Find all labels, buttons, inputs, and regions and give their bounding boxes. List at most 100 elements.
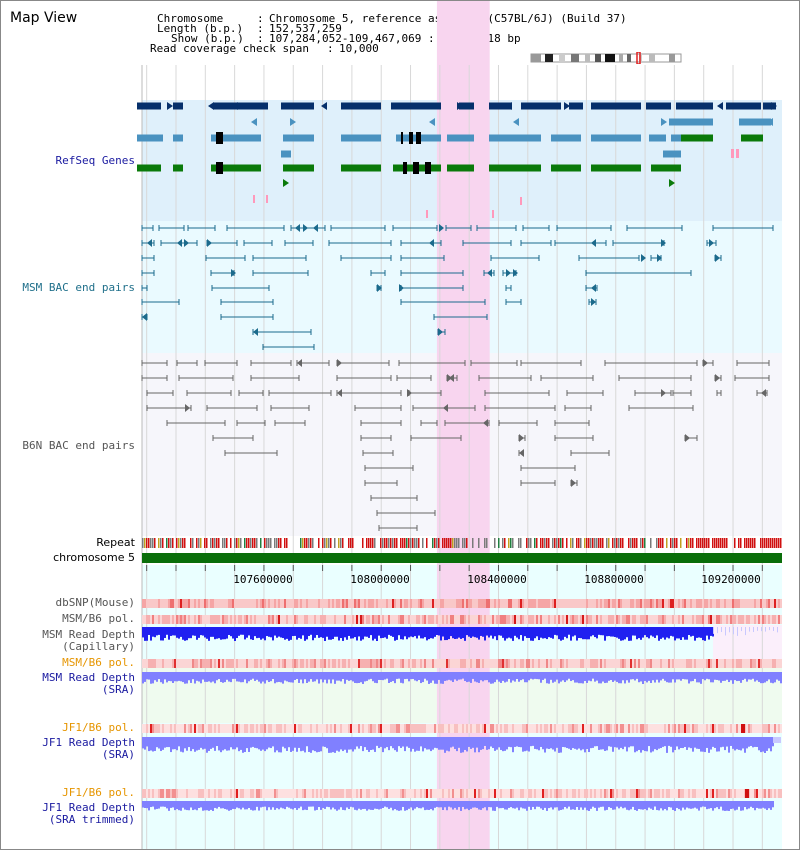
density-cell [192,599,194,608]
density-cell [718,615,720,624]
repeat-element [340,538,342,548]
bac-end-marker [685,434,690,442]
depth-bar [168,672,170,681]
depth-bar [190,801,192,808]
density-cell [462,789,464,798]
density-cell [188,659,190,668]
density-cell [516,789,518,798]
density-cell [472,615,474,624]
density-cell [166,789,168,798]
depth-bar [306,801,308,811]
density-cell [602,724,604,733]
gene-green [211,164,261,172]
density-cell [398,789,400,798]
depth-bar [516,672,518,679]
density-cell [386,615,388,624]
density-cell [400,724,402,733]
density-cell [686,615,688,624]
density-cell [712,789,714,798]
depth-bar [432,672,434,681]
density-cell [348,724,350,733]
depth-bar [530,737,532,747]
depth-bar [608,672,610,681]
depth-bar [454,737,456,749]
depth-bar [376,627,378,641]
density-cell [416,599,418,608]
density-cell [512,724,514,733]
density-cell [582,789,584,798]
depth-bar [404,627,406,637]
repeat-element [660,538,662,548]
density-cell [540,615,542,624]
depth-bar [202,672,204,680]
density-cell [430,789,432,798]
density-cell [404,659,406,668]
depth-bar [604,737,606,751]
depth-bar [734,737,736,751]
density-cell [454,615,456,624]
repeat-element [700,538,702,548]
depth-bar [612,672,614,682]
depth-bar [164,627,166,638]
density-cell [378,615,380,624]
density-cell [364,615,366,624]
density-cell [604,724,606,733]
repeat-element [586,538,588,548]
density-cell [458,615,460,624]
density-cell [480,659,482,668]
density-cell [564,724,566,733]
density-cell [600,599,602,608]
density-cell [450,615,452,624]
density-cell [708,599,710,608]
depth-bar [668,672,670,683]
density-cell [624,789,626,798]
depth-bar [548,672,550,684]
density-cell [354,599,356,608]
density-cell [422,789,424,798]
density-cell [720,615,722,624]
density-cell [654,724,656,733]
density-cell [714,615,716,624]
density-cell [412,789,414,798]
density-cell [696,599,698,608]
depth-bar [534,801,536,810]
density-cell [298,659,300,668]
density-cell [590,615,592,624]
density-cell [638,659,640,668]
density-cell [498,659,500,668]
bac-end-marker [761,389,766,397]
depth-bar [674,627,676,641]
depth-bar [352,801,354,808]
depth-bar [344,672,346,684]
depth-bar [588,801,590,811]
depth-bar [604,672,606,684]
density-cell [256,659,258,668]
depth-bar [300,801,302,807]
depth-bar [646,737,648,752]
density-cell [344,724,346,733]
density-cell [508,659,510,668]
depth-bar [610,801,612,808]
depth-bar [462,737,464,753]
depth-bar [240,801,242,810]
density-cell [616,659,618,668]
density-cell [250,659,252,668]
density-cell [550,789,552,798]
repeat-element [284,538,286,548]
density-cell [522,724,524,733]
depth-bar [280,672,282,683]
repeat-element [452,538,454,548]
density-cell [390,659,392,668]
density-cell [506,724,508,733]
repeat-element [166,538,168,548]
density-cell [328,659,330,668]
density-cell [596,599,598,608]
repeat-element [656,538,658,548]
chromosome-ideogram[interactable] [529,52,685,64]
repeat-element [362,538,364,548]
depth-bar [334,737,336,753]
exon-mark [216,132,223,144]
density-cell [556,659,558,668]
depth-bar [590,627,592,637]
